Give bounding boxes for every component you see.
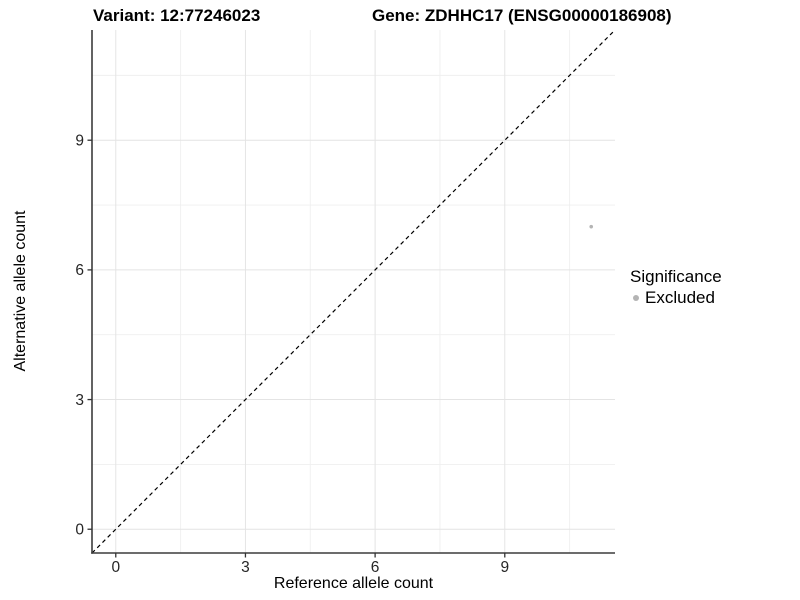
legend: Significance Excluded	[630, 266, 722, 308]
legend-key-dot-icon	[633, 294, 639, 301]
y-tick-label: 6	[75, 262, 84, 279]
y-tick-label: 3	[75, 392, 84, 409]
data-points	[589, 224, 594, 229]
x-tick-label: 0	[111, 559, 120, 576]
x-tick-label: 9	[500, 559, 509, 576]
gridlines-major	[92, 30, 615, 553]
legend-item-excluded: Excluded	[630, 287, 722, 308]
legend-title: Significance	[630, 267, 722, 286]
y-axis-ticks: 0 3 6 9	[75, 133, 92, 539]
y-tick-label: 9	[75, 133, 84, 150]
x-tick-label: 6	[371, 559, 380, 576]
gridlines-minor	[92, 30, 615, 553]
plot-title-gene: Gene: ZDHHC17 (ENSG00000186908)	[372, 6, 672, 25]
y-tick-label: 0	[75, 522, 84, 539]
y-axis-label: Alternative allele count	[12, 210, 29, 372]
x-axis-ticks: 0 3 6 9	[111, 553, 509, 576]
identity-reference-line	[91, 29, 616, 554]
x-axis-label: Reference allele count	[273, 575, 434, 592]
data-point	[589, 224, 594, 229]
plot-title-variant: Variant: 12:77246023	[93, 6, 261, 25]
legend-item-label: Excluded	[645, 288, 715, 307]
x-tick-label: 3	[241, 559, 250, 576]
